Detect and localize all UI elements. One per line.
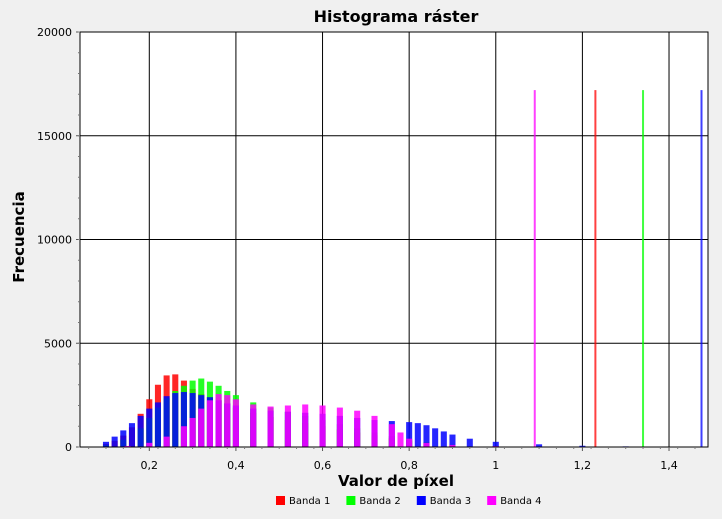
grid-layer	[80, 31, 708, 447]
histogram-bar	[198, 408, 205, 447]
histogram-bar	[124, 445, 131, 447]
y-tick-label: 0	[65, 441, 72, 454]
histogram-bar	[423, 442, 430, 447]
legend-label: Banda 2	[359, 496, 400, 507]
histogram-bar	[137, 415, 144, 447]
legend-label: Banda 1	[289, 496, 330, 507]
legend-label: Banda 3	[430, 496, 471, 507]
histogram-bar	[206, 400, 213, 447]
histogram-bar	[154, 402, 161, 447]
histogram-bar	[180, 426, 187, 447]
x-tick-label: 1,4	[660, 459, 678, 472]
legend-label: Banda 4	[500, 496, 541, 507]
histogram-bar	[642, 90, 645, 447]
histogram-bar	[536, 444, 543, 447]
x-tick-label: 0,6	[314, 459, 332, 472]
legend-swatch	[487, 496, 497, 505]
histogram-bar	[397, 432, 404, 447]
y-tick-label: 10000	[37, 234, 72, 247]
histogram-bar	[388, 424, 395, 447]
y-axis-title: Frecuencia	[10, 191, 28, 282]
histogram-bar	[354, 410, 361, 447]
histogram-bar	[146, 442, 153, 447]
histogram-bar	[180, 392, 187, 447]
histogram-bar	[579, 445, 586, 447]
y-tick-label: 5000	[44, 337, 72, 350]
legend-swatch	[416, 496, 426, 505]
histogram-bar	[406, 422, 413, 447]
series-banda-4	[81, 90, 536, 448]
histogram-bar	[284, 405, 291, 447]
histogram-bar	[319, 405, 326, 447]
histogram-bar	[414, 423, 421, 447]
histogram-bar	[224, 395, 231, 447]
x-tick-label: 0,2	[141, 459, 159, 472]
y-axis-ticks: 0 5000 10000 15000 20000	[37, 26, 80, 454]
histogram-bars	[79, 31, 709, 448]
histogram-bar	[700, 90, 703, 447]
x-tick-label: 0,8	[400, 459, 418, 472]
histogram-bar	[302, 404, 309, 447]
histogram-bar	[189, 417, 196, 447]
x-tick-label: 0,4	[227, 459, 245, 472]
x-tick-label: 1,2	[574, 459, 592, 472]
histogram-bar	[432, 428, 439, 447]
histogram-bar	[215, 394, 222, 447]
histogram-bar	[111, 436, 118, 447]
histogram-bar	[466, 438, 473, 447]
histogram-bar	[172, 393, 179, 447]
legend-swatch	[346, 496, 356, 505]
histogram-bar	[120, 430, 127, 447]
histogram-bar	[449, 434, 456, 447]
x-axis-ticks: 0,2 0,4 0,6 0,8 1 1,2 1,4	[88, 447, 696, 472]
histogram-bar	[128, 423, 136, 447]
histogram-bar	[163, 396, 170, 447]
histogram-bar	[102, 441, 110, 447]
histogram-bar	[594, 90, 597, 447]
histogram-bar	[232, 399, 239, 447]
histogram-bar	[371, 415, 378, 447]
histogram-bar	[267, 406, 274, 447]
histogram-bar	[449, 444, 456, 447]
histogram-bar	[533, 90, 536, 447]
histogram-bar	[423, 425, 430, 447]
histogram-bar	[406, 438, 413, 447]
histogram-bar	[146, 408, 153, 447]
histogram-bar	[250, 404, 257, 447]
x-axis-title: Valor de píxel	[338, 472, 454, 490]
legend: Banda 1 Banda 2 Banda 3 Banda 4	[276, 496, 542, 507]
y-tick-label: 20000	[37, 26, 72, 39]
histogram-bar	[492, 441, 499, 447]
chart-title: Histograma ráster	[314, 7, 479, 26]
y-tick-label: 15000	[37, 130, 72, 143]
histogram-bar	[163, 436, 170, 447]
histogram-bar	[440, 431, 447, 447]
legend-swatch	[276, 496, 285, 505]
x-tick-label: 1	[492, 459, 499, 472]
histogram-bar	[336, 407, 343, 447]
